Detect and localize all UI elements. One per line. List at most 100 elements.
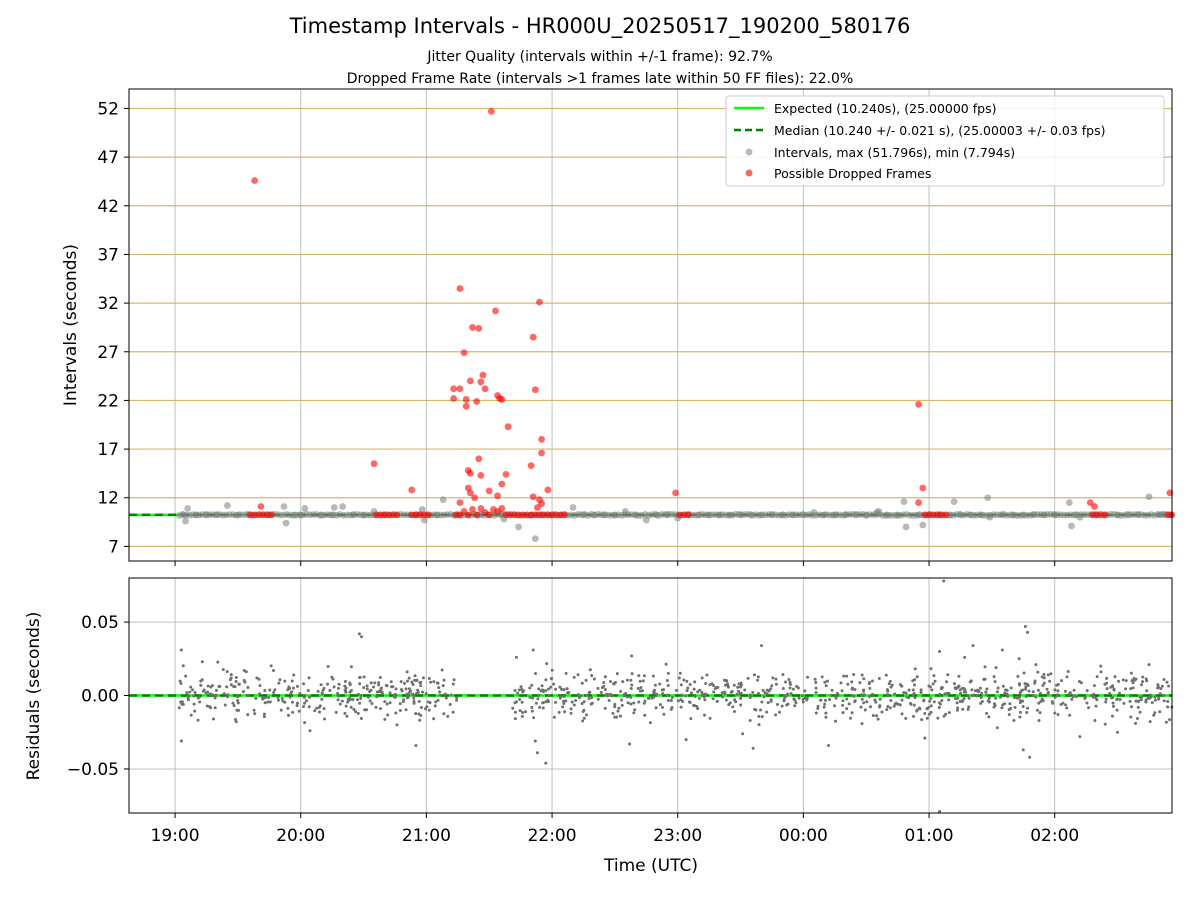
- interval-point: [601, 511, 608, 519]
- residual-point: [793, 704, 797, 708]
- residual-point: [909, 701, 913, 705]
- residual-point: [940, 699, 944, 703]
- residual-point: [878, 697, 882, 701]
- residual-point: [234, 720, 238, 724]
- residual-point: [980, 691, 984, 695]
- interval-point: [297, 511, 305, 519]
- residual-point: [923, 736, 927, 740]
- residual-point: [234, 676, 238, 680]
- residual-point: [721, 695, 725, 699]
- residual-point: [655, 692, 659, 696]
- residual-point: [558, 685, 562, 689]
- residual-point: [179, 700, 183, 704]
- residual-point: [196, 696, 200, 700]
- residual-point: [931, 682, 935, 686]
- residual-point: [1008, 702, 1012, 706]
- residual-point: [411, 692, 415, 696]
- residual-point: [642, 701, 646, 705]
- residual-point: [1129, 705, 1133, 709]
- residual-points: [177, 579, 1174, 814]
- residual-point: [321, 688, 325, 692]
- residual-point: [378, 676, 382, 680]
- residual-point: [1028, 755, 1032, 759]
- residual-point: [208, 692, 212, 696]
- residual-point: [995, 690, 999, 694]
- residual-point: [1131, 681, 1135, 685]
- residual-point: [291, 700, 295, 704]
- residual-point: [753, 707, 757, 711]
- residual-point: [564, 671, 568, 675]
- residual-point: [449, 693, 453, 697]
- residual-point: [953, 686, 957, 690]
- residual-point: [1017, 657, 1021, 661]
- interval-point: [894, 511, 902, 519]
- residual-point: [368, 699, 372, 703]
- residual-point: [602, 681, 606, 685]
- residual-point: [898, 703, 902, 707]
- residual-point: [860, 722, 864, 726]
- residual-point: [1153, 698, 1157, 702]
- residual-point: [769, 698, 773, 702]
- residual-point: [1039, 700, 1043, 704]
- residual-point: [888, 679, 892, 683]
- residual-point: [664, 662, 668, 666]
- residual-point: [913, 683, 917, 687]
- residual-point: [365, 687, 369, 691]
- residual-point: [1034, 663, 1038, 667]
- residual-point: [1166, 700, 1170, 704]
- residual-point: [1031, 690, 1035, 694]
- ytick-label-22: 22: [97, 391, 119, 411]
- residual-point: [295, 701, 299, 705]
- residual-point: [1134, 677, 1138, 681]
- residual-point: [862, 677, 866, 681]
- residual-point: [688, 682, 692, 686]
- residual-point: [952, 682, 956, 686]
- interval-point: [737, 511, 744, 519]
- residual-point: [257, 677, 261, 681]
- interval-point: [611, 511, 619, 519]
- residual-point: [827, 743, 831, 747]
- residual-point: [886, 689, 890, 693]
- residual-point: [726, 682, 730, 686]
- residual-point: [405, 692, 409, 696]
- residual-point: [229, 673, 233, 677]
- residual-point: [1024, 685, 1028, 689]
- residual-point: [1056, 693, 1060, 697]
- residual-point: [1094, 696, 1098, 700]
- residual-point: [302, 705, 306, 709]
- residual-point: [1040, 697, 1044, 701]
- dropped-frame-point: [498, 505, 506, 512]
- residual-point: [216, 660, 220, 664]
- residual-point: [188, 690, 192, 694]
- dropped-frame-point: [473, 397, 481, 405]
- residual-point: [735, 692, 739, 696]
- residual-point: [966, 694, 970, 698]
- residual-point: [996, 686, 1000, 690]
- residual-point: [511, 706, 515, 710]
- interval-point: [418, 506, 426, 513]
- residual-point: [868, 686, 872, 690]
- residual-point: [871, 692, 875, 696]
- ytick-label-47: 47: [97, 148, 119, 168]
- residual-point: [413, 678, 417, 682]
- xtick-label-01:00: 01:00: [905, 826, 954, 846]
- residual-point: [181, 664, 185, 668]
- residual-point: [258, 684, 262, 688]
- residual-point: [266, 696, 270, 700]
- interval-point: [695, 511, 703, 519]
- residual-point: [1156, 683, 1160, 687]
- residual-point: [774, 713, 778, 717]
- residual-point: [234, 679, 238, 683]
- residual-point: [223, 703, 227, 707]
- residual-point: [763, 691, 767, 695]
- residual-point: [1065, 706, 1069, 710]
- residual-point: [770, 684, 774, 688]
- dropped-frame-point: [561, 511, 569, 519]
- residual-point: [365, 684, 369, 688]
- ytick-label-42: 42: [97, 197, 119, 217]
- interval-point: [580, 511, 587, 519]
- residual-point: [865, 700, 869, 704]
- residual-point: [1121, 678, 1125, 682]
- residual-point: [752, 673, 756, 677]
- residual-point: [1147, 663, 1151, 667]
